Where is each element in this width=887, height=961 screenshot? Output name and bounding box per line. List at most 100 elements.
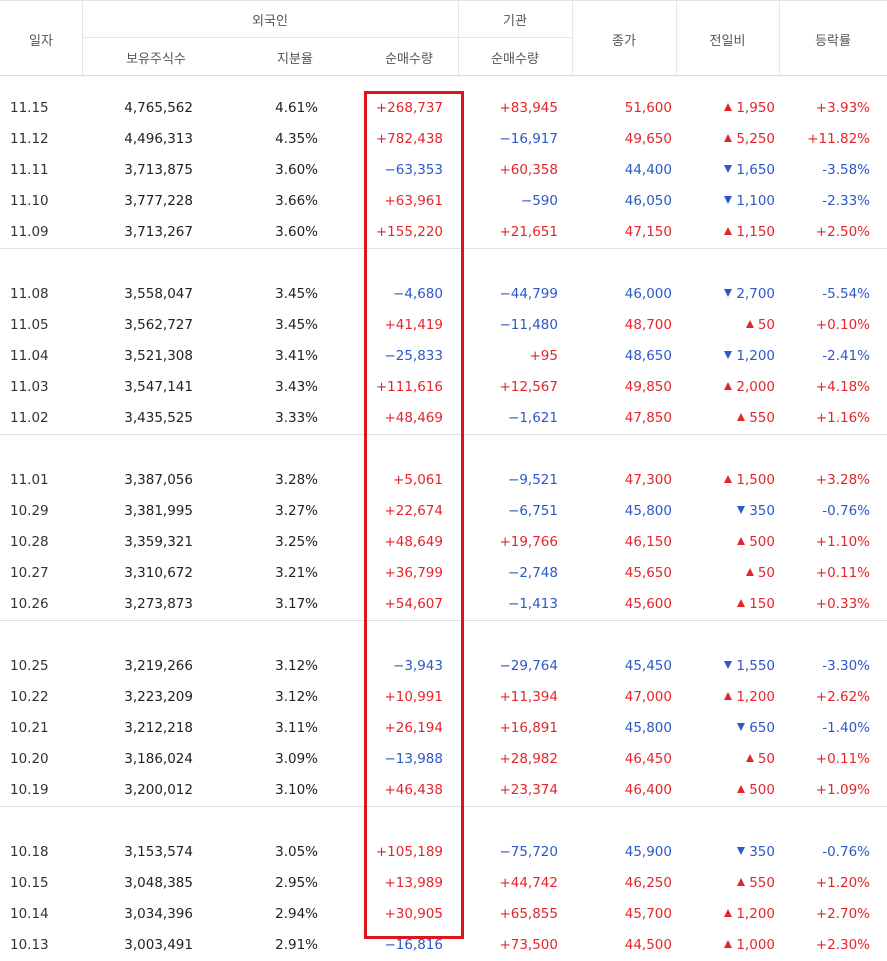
date-cell: 10.21: [10, 720, 49, 736]
foreign-net-cell: +48,649: [384, 534, 443, 550]
change-value: 550: [749, 410, 775, 426]
foreign-net-cell: +26,194: [384, 720, 443, 736]
ratio-cell: 4.35%: [275, 131, 318, 147]
change-value: 1,150: [736, 224, 775, 240]
rate-cell: +1.10%: [815, 534, 870, 550]
foreign-net-cell: +782,438: [375, 131, 443, 147]
date-cell: 11.08: [10, 286, 49, 302]
ratio-cell: 3.28%: [275, 472, 318, 488]
change-value: 1,950: [736, 100, 775, 116]
ratio-cell: 3.45%: [275, 286, 318, 302]
table-row: 11.08 3,558,047 3.45% −4,680 −44,799 46,000 2,…: [0, 279, 887, 310]
close-price-cell: 46,450: [624, 751, 672, 767]
triangle-up-icon: [724, 227, 733, 235]
change-value: 500: [749, 534, 775, 550]
institution-net-cell: −590: [520, 193, 558, 209]
triangle-down-icon: [737, 847, 746, 855]
header-holdings: 보유주식수: [126, 52, 186, 67]
institution-net-cell: +44,742: [499, 875, 558, 891]
ratio-cell: 2.94%: [275, 906, 318, 922]
triangle-up-icon: [737, 599, 746, 607]
table-row: 10.13 3,003,491 2.91% −16,816 +73,500 44,500 1…: [0, 930, 887, 961]
change-cell: 500: [685, 775, 775, 806]
change-cell: 1,200: [685, 682, 775, 713]
header-foreign: 외국인: [252, 13, 288, 29]
holdings-cell: 3,153,574: [124, 844, 193, 860]
group-divider: [0, 434, 887, 435]
rate-cell: +2.70%: [815, 906, 870, 922]
date-cell: 10.20: [10, 751, 49, 767]
change-value: 550: [749, 875, 775, 891]
change-cell: 50: [685, 558, 775, 589]
change-cell: 1,550: [685, 651, 775, 682]
table-row: 11.15 4,765,562 4.61% +268,737 +83,945 51,600…: [0, 93, 887, 124]
foreign-net-cell: +22,674: [384, 503, 443, 519]
institution-net-cell: −1,413: [508, 596, 558, 612]
ratio-cell: 3.11%: [275, 720, 318, 736]
triangle-up-icon: [745, 320, 754, 328]
table-header: 일자 외국인 기관 보유주식수 지분율 순매수량 순매수량 종가 전일비 등락률: [0, 0, 887, 77]
rate-cell: +11.82%: [807, 131, 870, 147]
table-row: 10.29 3,381,995 3.27% +22,674 −6,751 45,800 35…: [0, 496, 887, 527]
close-price-cell: 46,050: [624, 193, 672, 209]
foreign-net-cell: −16,816: [384, 937, 443, 953]
triangle-down-icon: [724, 661, 733, 669]
rate-cell: -0.76%: [822, 503, 870, 519]
foreign-net-cell: +13,989: [384, 875, 443, 891]
date-cell: 10.18: [10, 844, 49, 860]
ratio-cell: 4.61%: [275, 100, 318, 116]
date-cell: 11.01: [10, 472, 49, 488]
date-cell: 10.25: [10, 658, 49, 674]
triangle-up-icon: [724, 692, 733, 700]
holdings-cell: 4,765,562: [124, 100, 193, 116]
close-price-cell: 49,650: [624, 131, 672, 147]
change-value: 5,250: [736, 131, 775, 147]
change-cell: 1,500: [685, 465, 775, 496]
ratio-cell: 3.45%: [275, 317, 318, 333]
table-row: 10.21 3,212,218 3.11% +26,194 +16,891 45,800 6…: [0, 713, 887, 744]
rate-cell: +0.11%: [815, 565, 870, 581]
triangle-down-icon: [737, 723, 746, 731]
foreign-net-cell: +10,991: [384, 689, 443, 705]
group-divider: [0, 620, 887, 621]
close-price-cell: 47,000: [624, 689, 672, 705]
header-institution: 기관: [503, 13, 527, 29]
holdings-cell: 3,713,875: [124, 162, 193, 178]
institution-net-cell: +12,567: [499, 379, 558, 395]
foreign-net-cell: +111,616: [375, 379, 443, 395]
change-value: 650: [749, 720, 775, 736]
date-cell: 11.10: [10, 193, 49, 209]
triangle-up-icon: [724, 134, 733, 142]
foreign-net-cell: −4,680: [393, 286, 443, 302]
institution-net-cell: +60,358: [499, 162, 558, 178]
rate-cell: +2.30%: [815, 937, 870, 953]
table-row: 11.03 3,547,141 3.43% +111,616 +12,567 49,850…: [0, 372, 887, 403]
change-cell: 150: [685, 589, 775, 620]
group-divider: [0, 248, 887, 249]
table-row: 11.12 4,496,313 4.35% +782,438 −16,917 49,650…: [0, 124, 887, 155]
close-price-cell: 46,150: [624, 534, 672, 550]
change-value: 1,100: [736, 193, 775, 209]
table-row: 10.18 3,153,574 3.05% +105,189 −75,720 45,900…: [0, 837, 887, 868]
change-value: 50: [757, 751, 775, 767]
institution-net-cell: +23,374: [499, 782, 558, 798]
triangle-up-icon: [737, 413, 746, 421]
foreign-net-cell: +30,905: [384, 906, 443, 922]
change-cell: 550: [685, 868, 775, 899]
change-value: 1,000: [736, 937, 775, 953]
change-cell: 2,700: [685, 279, 775, 310]
table-row: 10.28 3,359,321 3.25% +48,649 +19,766 46,150 5…: [0, 527, 887, 558]
ratio-cell: 3.66%: [275, 193, 318, 209]
rate-cell: -0.76%: [822, 844, 870, 860]
header-date: 일자: [29, 33, 53, 49]
table-row: 10.25 3,219,266 3.12% −3,943 −29,764 45,450 1,…: [0, 651, 887, 682]
date-cell: 10.15: [10, 875, 49, 891]
ratio-cell: 3.17%: [275, 596, 318, 612]
header-ratio: 지분율: [277, 52, 313, 67]
date-cell: 10.14: [10, 906, 49, 922]
date-cell: 11.02: [10, 410, 49, 426]
triangle-up-icon: [724, 940, 733, 948]
change-value: 500: [749, 782, 775, 798]
change-cell: 1,150: [685, 217, 775, 248]
table-row: 11.09 3,713,267 3.60% +155,220 +21,651 47,150…: [0, 217, 887, 248]
